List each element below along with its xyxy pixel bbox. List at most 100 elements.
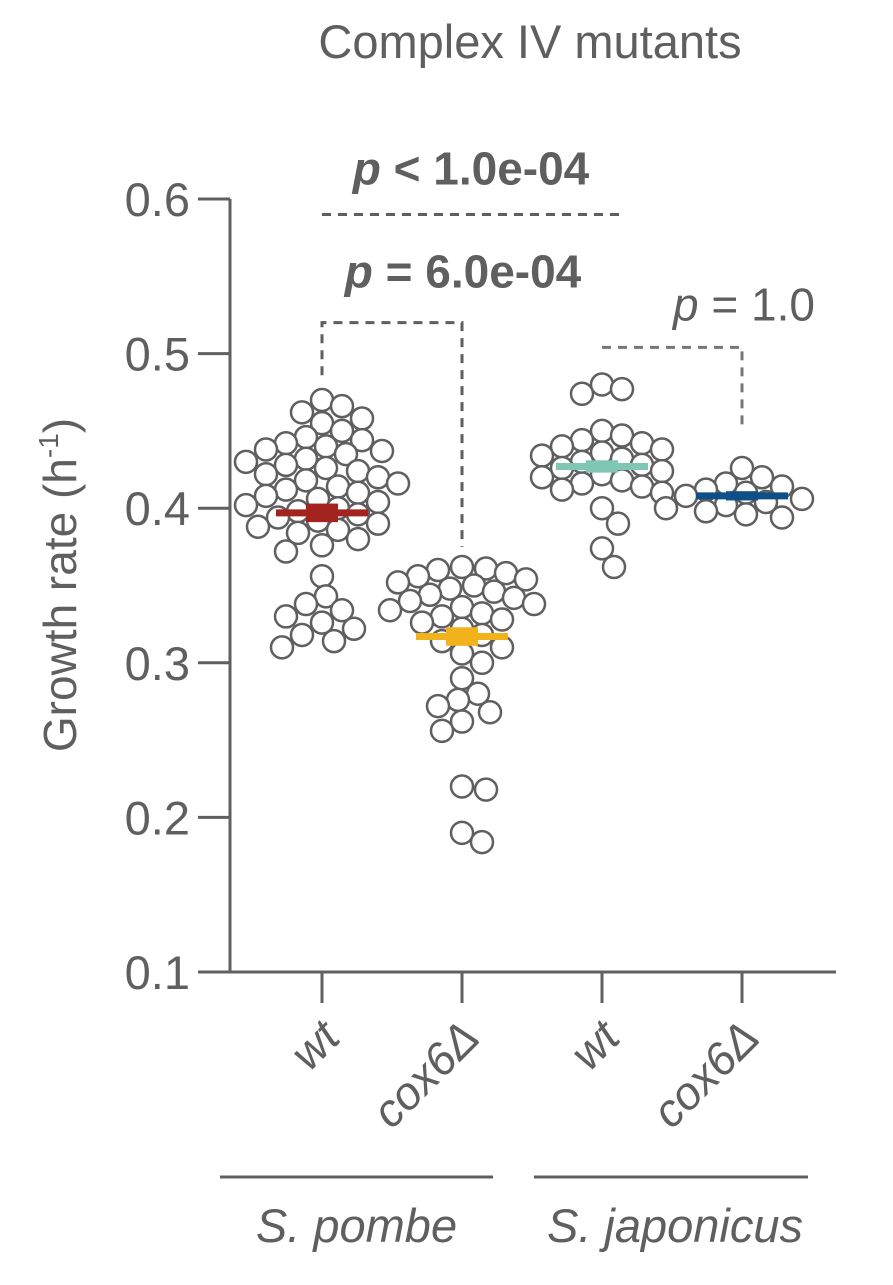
- point-s0-50: [269, 635, 295, 660]
- point-s2-5: [569, 427, 595, 453]
- y-axis-ticks: 0.1 0.2 0.3 0.4 0.5 0.6: [125, 173, 230, 999]
- point-s1-7: [461, 573, 487, 598]
- y-axis-label-superscript: -1: [33, 433, 64, 458]
- point-s0-9: [313, 434, 339, 459]
- point-s1-11: [501, 585, 527, 611]
- y-tick-label-4: 0.5: [125, 328, 190, 381]
- point-s2-3: [589, 418, 615, 444]
- point-s0-20: [293, 468, 319, 493]
- point-s1-17: [429, 604, 455, 629]
- point-s2-2: [569, 381, 595, 407]
- y-axis-label-text: Growth rate (h: [34, 458, 86, 752]
- sem-box-2: [586, 460, 618, 473]
- point-s0-21: [385, 471, 411, 496]
- point-s1-18: [489, 607, 515, 632]
- point-s1-14: [449, 594, 475, 620]
- y-axis-label: Growth rate (h-1): [33, 418, 86, 752]
- point-s1-32: [429, 718, 455, 744]
- y-tick-label-1: 0.2: [125, 791, 190, 844]
- point-s0-27: [365, 489, 391, 515]
- point-s2-15: [649, 458, 675, 484]
- point-s0-22: [325, 474, 351, 499]
- y-axis-label-close: ): [34, 418, 86, 433]
- x-label-0: wt: [280, 1009, 351, 1080]
- point-s2-17: [529, 465, 555, 490]
- point-s0-16: [313, 455, 339, 481]
- point-s0-17: [345, 458, 371, 484]
- point-s0-1: [329, 393, 355, 419]
- point-s1-36: [469, 829, 495, 855]
- point-s1-0: [449, 554, 475, 580]
- point-s2-7: [549, 434, 575, 459]
- point-s2-24: [605, 511, 631, 536]
- sem-box-1: [446, 627, 478, 646]
- point-s0-44: [329, 597, 355, 623]
- point-s0-25: [253, 483, 279, 509]
- y-tick-label-3: 0.4: [125, 482, 190, 535]
- point-s3-11: [693, 499, 719, 524]
- point-s3-6: [673, 483, 699, 509]
- point-s0-5: [329, 418, 355, 444]
- point-s1-15: [377, 597, 403, 623]
- significance-brackets: p < 1.0e-04 p = 6.0e-04 p = 1.0: [320, 142, 815, 547]
- point-s0-28: [233, 492, 259, 518]
- point-s0-24: [345, 480, 371, 505]
- point-s2-9: [589, 440, 615, 465]
- point-s2-21: [549, 477, 575, 502]
- point-s1-33: [449, 774, 475, 799]
- point-s0-18: [253, 461, 279, 487]
- point-s2-0: [589, 372, 615, 397]
- point-s0-41: [309, 563, 335, 589]
- point-s3-13: [769, 505, 795, 530]
- species-groups: S. pombe S. japonicus: [220, 1175, 808, 1252]
- point-s0-49: [321, 628, 347, 654]
- point-s1-12: [397, 588, 423, 614]
- point-s0-0: [309, 387, 335, 413]
- point-s0-39: [309, 533, 335, 558]
- x-axis-category-labels: wt cox6Δ wt cox6Δ: [280, 1009, 769, 1138]
- point-s1-30: [477, 700, 503, 725]
- point-s0-38: [345, 526, 371, 552]
- point-s2-26: [601, 554, 627, 580]
- y-tick-label-5: 0.6: [125, 173, 190, 226]
- point-s3-7: [789, 486, 815, 512]
- point-s3-2: [713, 471, 739, 496]
- point-s2-6: [629, 431, 655, 456]
- bracket-0-label: p < 1.0e-04: [351, 142, 590, 194]
- mean-bars: [276, 460, 788, 646]
- group-label-1: S. japonicus: [547, 1199, 803, 1252]
- bracket-1-label: p = 6.0e-04: [343, 246, 582, 298]
- point-s1-28: [445, 687, 471, 713]
- y-tick-label-2: 0.3: [125, 637, 190, 690]
- point-s0-34: [365, 511, 391, 536]
- svg-text:Growth rate (h-1): Growth rate (h-1): [33, 418, 86, 752]
- point-s0-14: [233, 449, 259, 475]
- point-s0-23: [273, 477, 299, 502]
- point-s0-43: [293, 591, 319, 617]
- point-s0-2: [289, 400, 315, 425]
- point-s1-10: [417, 582, 443, 608]
- point-s0-12: [333, 441, 359, 467]
- point-s1-6: [385, 570, 411, 595]
- bracket-2-line: [602, 345, 744, 431]
- chart-title: Complex IV mutants: [318, 15, 741, 68]
- point-s0-46: [309, 610, 335, 635]
- x-label-2: wt: [560, 1009, 631, 1080]
- point-s0-37: [285, 520, 311, 546]
- bracket-2-label: p = 1.0: [671, 278, 815, 330]
- point-s3-1: [749, 465, 775, 490]
- point-s3-10: [653, 495, 679, 521]
- group-label-0: S. pombe: [256, 1199, 457, 1252]
- point-s2-23: [589, 495, 615, 521]
- point-s1-16: [469, 601, 495, 626]
- point-s1-9: [481, 579, 507, 604]
- x-label-1: cox6Δ: [362, 1010, 489, 1137]
- point-s2-10: [529, 443, 555, 468]
- point-s2-18: [609, 468, 635, 493]
- point-s2-8: [649, 437, 675, 462]
- x-axis-ticks: [320, 972, 744, 1003]
- point-s0-48: [289, 622, 315, 648]
- point-s0-47: [341, 616, 367, 642]
- point-s0-6: [293, 424, 319, 450]
